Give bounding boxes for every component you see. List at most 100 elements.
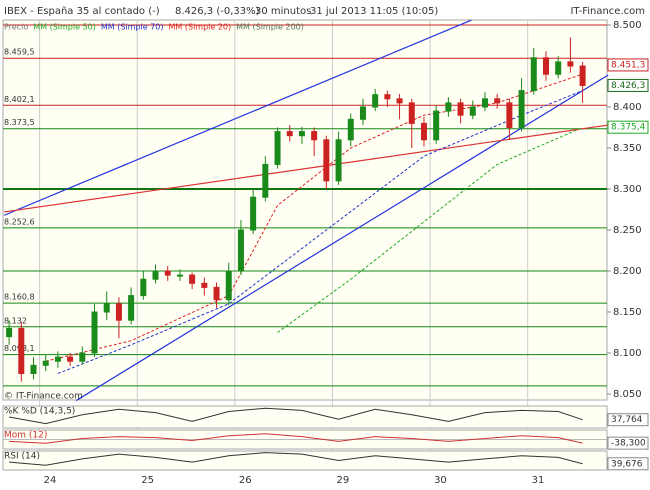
y-tick-label: 8.400 bbox=[613, 102, 642, 113]
price-box-label: 8.451,3 bbox=[611, 60, 645, 70]
candle-body bbox=[103, 303, 110, 313]
indicator-line bbox=[9, 452, 583, 466]
candle-body bbox=[298, 131, 305, 137]
candle-body bbox=[91, 311, 98, 354]
indicator-last-box bbox=[607, 413, 649, 427]
price-box bbox=[607, 58, 649, 72]
level-label: 8.402,1 bbox=[4, 95, 35, 104]
price-box-label: 8.375,4 bbox=[611, 123, 646, 133]
legend-entry: MM (Simple 50) bbox=[33, 23, 96, 32]
indicator-name: RSI (14) bbox=[4, 452, 40, 462]
candle-body bbox=[54, 356, 61, 362]
trendline bbox=[4, 124, 609, 213]
source: IT-Finance.com bbox=[570, 6, 645, 17]
indicator-panel bbox=[2, 405, 608, 429]
y-tick-label: 8.300 bbox=[613, 184, 642, 195]
level-label: 8.459,5 bbox=[4, 48, 35, 57]
candle-body bbox=[457, 102, 464, 116]
y-tick-label: 8.050 bbox=[613, 389, 642, 400]
moving-average bbox=[277, 127, 583, 333]
indicator-last-box bbox=[607, 457, 649, 471]
y-tick-label: 8.200 bbox=[613, 266, 642, 277]
price-box bbox=[607, 78, 649, 92]
indicator-name: %K %D (14,3,5) bbox=[4, 407, 75, 417]
y-tick-label: 8.350 bbox=[613, 143, 642, 154]
candle-body bbox=[530, 57, 537, 92]
footer: © IT-Finance.com bbox=[4, 392, 83, 402]
indicator-panel bbox=[2, 450, 608, 471]
candle-body bbox=[420, 122, 427, 141]
candle-body bbox=[335, 139, 342, 182]
candle-body bbox=[225, 270, 232, 301]
date: 31 jul 2013 11:05 (10:05) bbox=[310, 6, 438, 17]
legend-entry: MM (Simple 70) bbox=[101, 23, 164, 32]
candle-body bbox=[469, 106, 476, 116]
candle-body bbox=[396, 98, 403, 104]
candle-body bbox=[250, 196, 257, 231]
indicator-last-label: 39,676 bbox=[611, 459, 643, 469]
candle-body bbox=[311, 131, 318, 141]
candle-body bbox=[481, 98, 488, 108]
ticker-title: IBEX - España 35 al contado (-) bbox=[4, 6, 160, 17]
candle-body bbox=[408, 102, 415, 124]
candle-body bbox=[189, 274, 196, 284]
candle-body bbox=[542, 57, 549, 75]
candle-body bbox=[152, 270, 159, 280]
candle-body bbox=[445, 102, 452, 112]
candle-body bbox=[237, 229, 244, 272]
candle-body bbox=[518, 90, 525, 129]
candle-body bbox=[347, 118, 354, 141]
price-box-label: 8.426,3 bbox=[611, 81, 645, 91]
candle-body bbox=[494, 98, 501, 104]
candle-body bbox=[164, 270, 171, 276]
x-tick-label: 31 bbox=[532, 475, 545, 486]
candle-body bbox=[323, 139, 330, 182]
level-label: 8.373,5 bbox=[4, 118, 35, 127]
candle-body bbox=[79, 352, 86, 362]
x-tick-label: 30 bbox=[434, 475, 447, 486]
candle-body bbox=[555, 61, 562, 75]
candle-body bbox=[140, 278, 147, 297]
x-tick-label: 25 bbox=[141, 475, 154, 486]
price-change: 8.426,3 (-0,33%) bbox=[175, 6, 260, 17]
candle-body bbox=[433, 110, 440, 141]
candle-body bbox=[201, 282, 208, 288]
level-label: 8.252,6 bbox=[4, 217, 35, 226]
candle-body bbox=[176, 274, 183, 277]
moving-average bbox=[45, 73, 583, 362]
level-label: 8.160,8 bbox=[4, 293, 35, 302]
candle-body bbox=[128, 295, 135, 321]
candle-body bbox=[262, 163, 269, 198]
x-tick-label: 29 bbox=[336, 475, 349, 486]
candle-body bbox=[359, 106, 366, 120]
indicator-last-label: -38,300 bbox=[611, 439, 646, 449]
y-tick-label: 8.150 bbox=[613, 307, 642, 318]
candle-body bbox=[567, 61, 574, 67]
candle-body bbox=[67, 356, 74, 362]
interval: 30 minutos bbox=[255, 6, 311, 17]
plot-area bbox=[2, 19, 608, 401]
indicator-line bbox=[9, 433, 583, 444]
candle-body bbox=[579, 65, 586, 86]
indicator-last-box bbox=[607, 436, 649, 450]
trendline bbox=[3, 19, 472, 216]
candle-body bbox=[286, 131, 293, 137]
trendline bbox=[75, 74, 609, 402]
candle-body bbox=[115, 303, 122, 321]
x-tick-label: 26 bbox=[239, 475, 252, 486]
indicator-last-label: 37,764 bbox=[611, 415, 643, 425]
candle-body bbox=[384, 94, 391, 100]
candle-body bbox=[372, 94, 379, 108]
level-label: 8.132 bbox=[4, 316, 27, 325]
candle-body bbox=[42, 360, 49, 366]
indicator-name: Mom (12) bbox=[4, 431, 47, 441]
candle-body bbox=[18, 327, 25, 375]
candle-body bbox=[30, 364, 37, 375]
y-tick-label: 8.250 bbox=[613, 225, 642, 236]
indicator-line bbox=[9, 407, 583, 425]
candle-body bbox=[506, 102, 513, 129]
y-tick-label: 8.500 bbox=[613, 20, 642, 31]
candle-body bbox=[274, 131, 281, 165]
y-tick-label: 8.100 bbox=[613, 348, 642, 359]
